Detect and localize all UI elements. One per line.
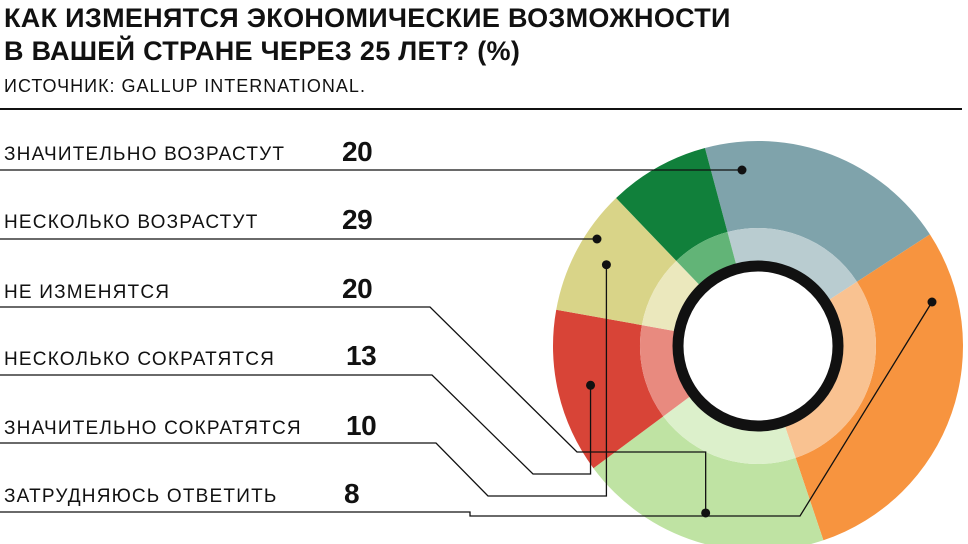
legend-label-2: НЕСКОЛЬКО ВОЗРАСТУТ <box>4 212 259 233</box>
leader-dot-4 <box>586 380 596 390</box>
legend-label-3: НЕ ИЗМЕНЯТСЯ <box>4 282 171 303</box>
leader-lines <box>0 165 937 518</box>
donut-slice-5 <box>556 198 677 326</box>
donut-inner-slice-1 <box>727 227 857 300</box>
header-divider <box>0 108 962 110</box>
legend-value-5: 10 <box>346 410 377 441</box>
leader-line-5 <box>0 264 608 497</box>
chart-title-line-2: В ВАШЕЙ СТРАНЕ ЧЕРЕЗ 25 ЛЕТ? (%) <box>4 36 521 66</box>
donut-inner-slice-2 <box>785 281 876 458</box>
leader-line-4 <box>0 374 592 475</box>
donut-inner-slice-6 <box>676 232 737 285</box>
donut-center-ring <box>672 260 844 432</box>
legend-value-6: 8 <box>344 478 360 509</box>
legend-label-4: НЕСКОЛЬКО СОКРАТЯТСЯ <box>4 349 276 370</box>
donut-inner-slice-4 <box>639 325 690 417</box>
donut-slice-4 <box>553 309 664 469</box>
donut-inner-slice-3 <box>663 396 796 464</box>
legend-value-4: 13 <box>346 340 377 371</box>
leader-dot-2 <box>592 234 602 244</box>
donut-inner-slice-5 <box>641 260 700 331</box>
legend-label-5: ЗНАЧИТЕЛЬНО СОКРАТЯТСЯ <box>4 418 302 439</box>
leader-dot-1 <box>737 165 747 175</box>
leader-dot-3 <box>701 508 711 518</box>
chart-title: КАК ИЗМЕНЯТСЯ ЭКОНОМИЧЕСКИЕ ВОЗМОЖНОСТИ … <box>4 2 964 68</box>
donut-slice-6 <box>616 147 728 261</box>
legend-value-1: 20 <box>342 136 373 167</box>
leader-dot-5 <box>601 260 611 270</box>
leader-line-6 <box>0 301 933 517</box>
leader-line-3 <box>0 306 707 513</box>
legend-value-2: 29 <box>342 204 373 235</box>
donut-slice-3 <box>593 416 824 544</box>
leader-dot-6 <box>927 297 937 307</box>
chart-title-line-1: КАК ИЗМЕНЯТСЯ ЭКОНОМИЧЕСКИЕ ВОЗМОЖНОСТИ <box>4 3 731 33</box>
legend-label-6: ЗАТРУДНЯЮСЬ ОТВЕТИТЬ <box>4 486 278 507</box>
legend-label-1: ЗНАЧИТЕЛЬНО ВОЗРАСТУТ <box>4 144 286 165</box>
donut-segments <box>553 141 963 544</box>
chart-source: ИСТОЧНИК: GALLUP INTERNATIONAL. <box>4 76 366 96</box>
legend-value-3: 20 <box>342 273 373 304</box>
donut-slice-1 <box>704 141 930 282</box>
